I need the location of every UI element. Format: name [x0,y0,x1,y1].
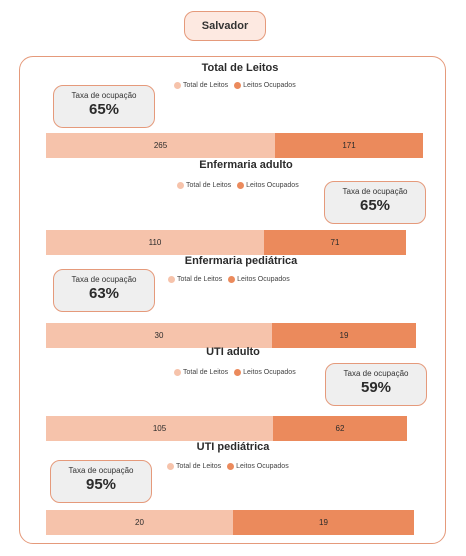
occupancy-kpi-enfermaria-adulto: Taxa de ocupação 65% [324,181,426,224]
occupied-dot-icon [234,369,242,376]
legend-item-total: Total de Leitos [174,82,228,89]
total-dot-icon [174,82,181,89]
section-title-enfermaria-adulto: Enfermaria adulto [199,159,293,171]
kpi-value: 63% [88,285,120,302]
occupied-dot-icon [237,182,245,189]
legend-label-occupied: Leitos Ocupados [237,276,290,283]
legend-uti-pediatrica: Total de Leitos Leitos Ocupados [167,463,289,470]
bar-segment-occupied-beds: 19 [272,323,416,348]
kpi-label: Taxa de ocupação [343,369,409,378]
legend-enfermaria-adulto: Total de Leitos Leitos Ocupados [177,182,299,189]
kpi-value: 59% [360,379,392,396]
bar-segment-total-beds: 30 [46,323,272,348]
legend-item-occupied: Leitos Ocupados [234,82,296,89]
occupancy-kpi-enfermaria-pediatrica: Taxa de ocupação 63% [53,269,155,312]
bar-segment-total-beds: 110 [46,230,264,255]
bar-uti-pediatrica: 20 19 [46,510,414,535]
occupied-dot-icon [228,276,236,283]
bar-total: 265 171 [46,133,423,158]
legend-item-occupied: Leitos Ocupados [227,463,289,470]
bar-segment-occupied-beds: 71 [264,230,406,255]
bar-segment-total-beds: 20 [46,510,233,535]
total-dot-icon [174,369,181,376]
kpi-label: Taxa de ocupação [71,91,137,100]
bar-segment-total-beds: 105 [46,416,273,441]
bar-segment-occupied-beds: 62 [273,416,407,441]
legend-item-total: Total de Leitos [174,369,228,376]
legend-label-occupied: Leitos Ocupados [236,463,289,470]
legend-item-total: Total de Leitos [167,463,221,470]
kpi-label: Taxa de ocupação [71,275,137,284]
legend-label-total: Total de Leitos [177,276,223,283]
kpi-value: 65% [88,101,120,118]
bar-enfermaria-pediatrica: 30 19 [46,323,416,348]
legend-item-occupied: Leitos Ocupados [228,276,290,283]
kpi-value: 65% [359,197,391,214]
bar-uti-adulto: 105 62 [46,416,407,441]
occupancy-kpi-uti-adulto: Taxa de ocupação 59% [325,363,427,406]
legend-label-total: Total de Leitos [186,182,232,189]
legend-item-total: Total de Leitos [168,276,222,283]
legend-label-occupied: Leitos Ocupados [246,182,299,189]
section-title-uti-adulto: UTI adulto [206,346,260,358]
bar-segment-total-beds: 265 [46,133,275,158]
section-title-total: Total de Leitos [201,62,279,74]
kpi-label: Taxa de ocupação [342,187,408,196]
legend-uti-adulto: Total de Leitos Leitos Ocupados [174,369,296,376]
kpi-label: Taxa de ocupação [68,466,134,475]
total-dot-icon [167,463,174,470]
total-dot-icon [168,276,175,283]
total-dot-icon [177,182,184,189]
legend-item-occupied: Leitos Ocupados [237,182,299,189]
bar-segment-occupied-beds: 19 [233,510,414,535]
occupied-dot-icon [227,463,235,470]
kpi-value: 95% [85,476,117,493]
bar-enfermaria-adulto: 110 71 [46,230,406,255]
bed-occupancy-panel [19,56,446,544]
legend-label-occupied: Leitos Ocupados [243,369,296,376]
section-title-enfermaria-pediatrica: Enfermaria pediátrica [184,255,298,267]
legend-label-total: Total de Leitos [183,369,229,376]
section-title-uti-pediatrica: UTI pediátrica [196,441,270,453]
legend-label-total: Total de Leitos [183,82,229,89]
occupancy-kpi-uti-pediatrica: Taxa de ocupação 95% [50,460,152,503]
legend-label-total: Total de Leitos [176,463,222,470]
legend-item-total: Total de Leitos [177,182,231,189]
legend-enfermaria-pediatrica: Total de Leitos Leitos Ocupados [168,276,290,283]
legend-label-occupied: Leitos Ocupados [243,82,296,89]
city-selector[interactable]: Salvador [184,11,266,41]
occupancy-kpi-total: Taxa de ocupação 65% [53,85,155,128]
legend-total: Total de Leitos Leitos Ocupados [174,82,296,89]
occupied-dot-icon [234,82,242,89]
bar-segment-occupied-beds: 171 [275,133,423,158]
legend-item-occupied: Leitos Ocupados [234,369,296,376]
